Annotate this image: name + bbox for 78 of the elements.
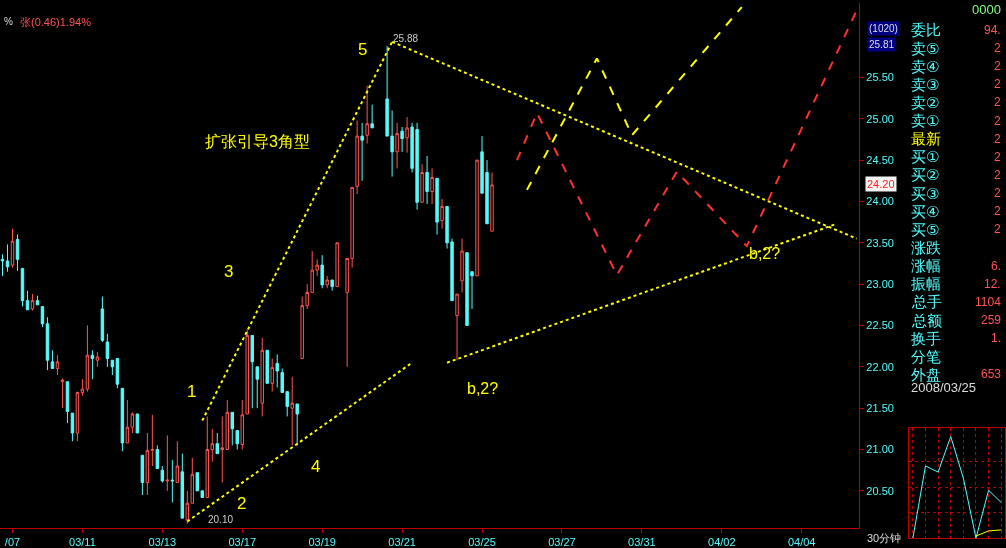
text: 12. — [984, 277, 1001, 291]
category-label: 卖① — [911, 112, 940, 129]
y-tick-label: 20.50 — [866, 484, 894, 497]
x-tick-label: 03/13 — [148, 536, 177, 548]
text: 259 — [981, 313, 1002, 327]
annotation: 张(0.46)1.94% — [20, 16, 92, 28]
category-label: 涨跌 — [911, 239, 941, 256]
annotation: 5 — [358, 40, 368, 59]
y-tick-label: 24.50 — [866, 153, 894, 166]
annotation: b,2? — [467, 380, 499, 397]
x-tick-label: 03/11 — [69, 536, 96, 548]
category-label: 买③ — [911, 185, 940, 202]
y-tick-label: 21.50 — [866, 402, 894, 415]
category-label: 最新 — [911, 130, 941, 147]
x-tick-label: 04/02 — [708, 536, 736, 548]
y-tick-label: 25.50 — [866, 71, 894, 84]
text: 2008/03/25 — [911, 380, 977, 395]
x-tick-label: /07 — [4, 536, 21, 548]
text: 1104 — [975, 295, 1001, 309]
category-label: 分笔 — [911, 348, 941, 365]
annotation: 20.10 — [208, 514, 234, 525]
text: 2 — [994, 168, 1001, 182]
text: 1. — [991, 331, 1002, 345]
category-label: 卖② — [911, 94, 940, 111]
text: 2 — [994, 59, 1001, 73]
text: 2 — [994, 132, 1001, 146]
annotation: 1 — [187, 382, 197, 401]
category-label: 卖④ — [911, 58, 940, 75]
x-tick-label: 03/27 — [548, 536, 576, 548]
y-tick-label: 24.00 — [866, 195, 894, 208]
text: 25.81 — [869, 39, 895, 50]
annotation: 4 — [311, 457, 321, 476]
annotation: % — [4, 16, 13, 27]
x-tick-label: 03/31 — [628, 536, 656, 548]
text: 2 — [994, 150, 1001, 164]
annotation: 扩张引导3角型 — [205, 133, 310, 150]
category-label: 买② — [911, 166, 940, 183]
text: 6. — [991, 259, 1002, 273]
text: 2 — [994, 204, 1001, 218]
text: 2 — [994, 186, 1001, 200]
annotation: 2 — [237, 494, 247, 513]
text: 2 — [994, 41, 1001, 55]
text: 94. — [984, 23, 1001, 37]
y-tick-label: 21.00 — [866, 443, 894, 456]
category-label: 振幅 — [911, 275, 941, 292]
y-tick-label: 23.50 — [866, 236, 894, 249]
text: 2 — [994, 114, 1001, 128]
category-label: 涨幅 — [911, 257, 941, 274]
category-label: 委比 — [911, 21, 941, 38]
category-label: 卖③ — [911, 76, 940, 93]
category-label: 买④ — [911, 203, 940, 220]
category-label: 买⑤ — [911, 221, 940, 238]
y-tick-label: 23.00 — [866, 277, 894, 290]
category-label: 总手 — [911, 293, 942, 310]
x-tick-label: 03/21 — [388, 536, 416, 548]
annotation: 3 — [224, 262, 234, 281]
annotation: b,2? — [749, 245, 781, 262]
x-tick-label: 04/04 — [787, 536, 816, 548]
y-tick-label: 25.00 — [866, 112, 894, 125]
text: 24.20 — [867, 178, 895, 190]
category-label: 换手 — [911, 330, 941, 347]
category-label: 总额 — [911, 312, 942, 329]
text: 30分钟 — [867, 532, 902, 544]
y-tick-label: 22.00 — [866, 360, 894, 373]
x-tick-label: 03/19 — [308, 536, 336, 548]
text: 0000 — [972, 2, 1001, 17]
x-tick-label: 03/17 — [228, 536, 257, 548]
text: 2 — [994, 95, 1001, 109]
category-label: 卖⑤ — [911, 40, 940, 57]
text: 653 — [981, 367, 1002, 381]
text: 2 — [994, 222, 1001, 236]
text: 2 — [994, 77, 1001, 91]
y-tick-label: 22.50 — [866, 319, 894, 332]
category-label: 外盘 — [911, 366, 941, 383]
text: (1020) — [869, 23, 898, 34]
annotation: 25.88 — [393, 33, 419, 44]
x-tick-label: 03/25 — [468, 536, 496, 548]
category-label: 买① — [911, 148, 940, 165]
